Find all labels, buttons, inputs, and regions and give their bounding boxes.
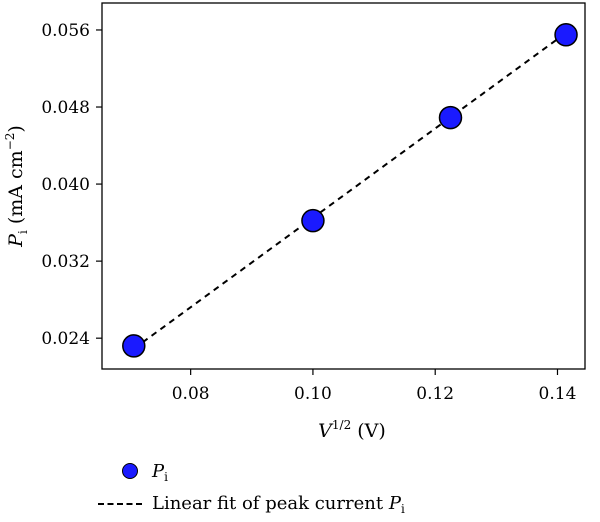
y-tick-label: 0.032 bbox=[41, 252, 90, 272]
plot-area-frame bbox=[101, 2, 586, 370]
legend-label-points: Pi bbox=[152, 460, 168, 484]
x-tick-label: 0.12 bbox=[416, 384, 454, 404]
legend-item-fit: Linear fit of peak current Pi bbox=[96, 488, 405, 520]
data-point bbox=[122, 334, 146, 358]
legend-marker-circle bbox=[96, 460, 142, 484]
data-point bbox=[438, 105, 463, 130]
data-points-layer bbox=[122, 23, 578, 358]
y-tick-label: 0.040 bbox=[41, 175, 90, 195]
fit-line-layer bbox=[133, 32, 567, 350]
data-point bbox=[554, 23, 578, 47]
legend: Pi Linear fit of peak current Pi bbox=[96, 456, 405, 520]
x-tick-label: 0.08 bbox=[172, 384, 210, 404]
x-axis-label: V1/2 (V) bbox=[318, 418, 386, 442]
legend-marker-dashed-line bbox=[96, 492, 142, 516]
x-tick-label: 0.10 bbox=[294, 384, 332, 404]
fit-line bbox=[133, 32, 567, 350]
data-point bbox=[301, 208, 325, 233]
y-axis-label: Pi (mA cm−2) bbox=[3, 125, 30, 248]
axis-ticks: 0.08 0.10 0.12 0.14 0.024 0.032 0.040 0.048 0.05… bbox=[41, 21, 576, 404]
x-tick-label: 0.14 bbox=[539, 384, 577, 404]
y-tick-label: 0.056 bbox=[41, 21, 90, 41]
y-tick-label: 0.024 bbox=[41, 329, 90, 349]
legend-label-fit: Linear fit of peak current Pi bbox=[152, 492, 405, 516]
y-tick-label: 0.048 bbox=[41, 98, 90, 118]
legend-item-points: Pi bbox=[96, 456, 405, 488]
